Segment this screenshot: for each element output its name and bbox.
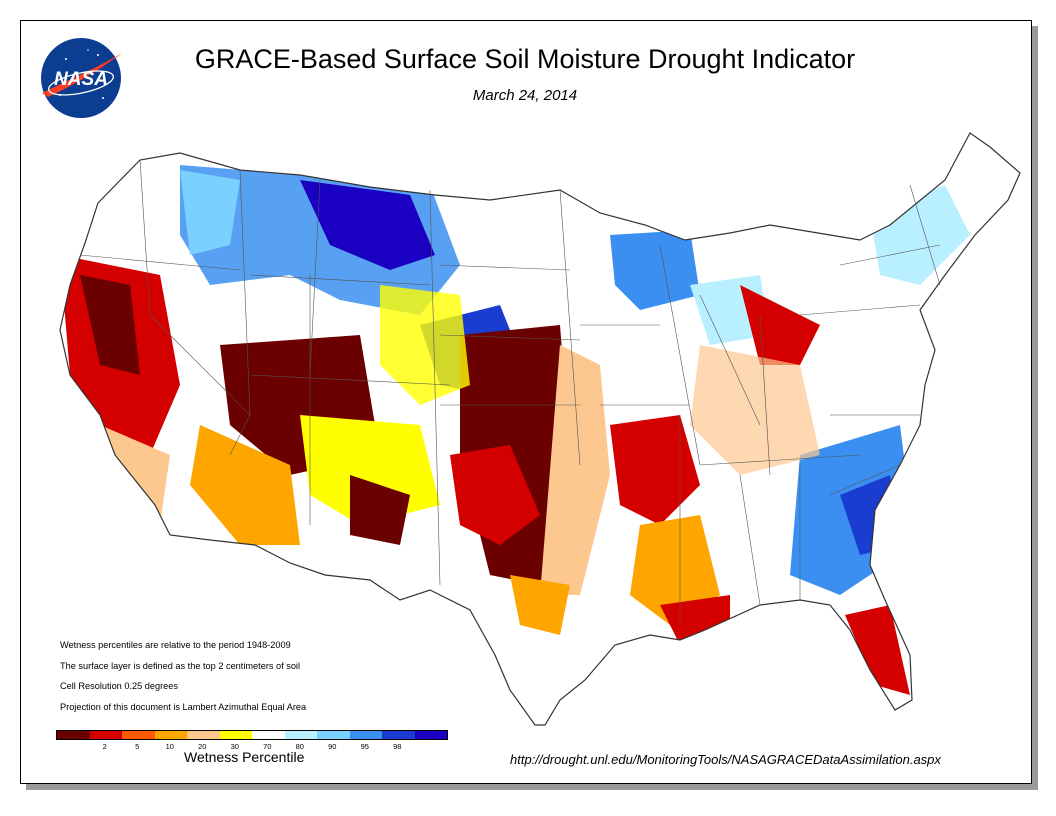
- legend-swatch: [154, 731, 187, 739]
- legend-swatch: [349, 731, 382, 739]
- nasa-logo-icon: NASA: [41, 38, 122, 118]
- map-date: March 24, 2014: [472, 87, 578, 104]
- legend-tick-label: 98: [393, 742, 402, 751]
- legend-swatch: [284, 731, 317, 739]
- legend-tick-label: 30: [230, 742, 239, 751]
- legend-swatch: [122, 731, 155, 739]
- legend-tick-label: 5: [135, 742, 140, 751]
- legend-swatch: [252, 731, 285, 739]
- note-cell-resolution: Cell Resolution 0.25 degrees: [60, 681, 178, 691]
- us-outline: [59, 132, 1021, 726]
- legend-tick-label: 2: [102, 742, 107, 751]
- legend-swatch: [317, 731, 350, 739]
- nasa-logo-text: NASA: [54, 69, 108, 90]
- legend-tick-label: 95: [360, 742, 369, 751]
- legend-swatch: [57, 731, 90, 739]
- legend-tick-label: 90: [328, 742, 337, 751]
- note-surface-layer: The surface layer is defined as the top …: [60, 660, 301, 671]
- legend-color-bar: [56, 730, 448, 740]
- note-percentile-period: Wetness percentiles are relative to the …: [60, 640, 291, 650]
- legend-title: Wetness Percentile: [184, 749, 305, 765]
- map-notes: Wetness percentiles are relative to the …: [60, 640, 306, 722]
- legend-swatch: [219, 731, 252, 739]
- legend-tick-label: 20: [198, 742, 207, 751]
- soil-moisture-map: [59, 132, 1021, 726]
- legend: 2 5 10 20 30 70 80 90 95 98 Wetness Percentile: [56, 730, 448, 765]
- legend-swatch: [89, 731, 122, 739]
- legend-swatch: [382, 731, 415, 739]
- legend-ticks: 2 5 10 20 30 70 80 90 95 98: [56, 740, 448, 752]
- legend-swatch: [187, 731, 220, 739]
- state-borders: [79, 159, 941, 625]
- map-title: GRACE-Based Surface Soil Moisture Drough…: [194, 44, 856, 74]
- legend-tick-label: 80: [295, 742, 304, 751]
- legend-swatch: [414, 731, 447, 739]
- legend-tick-label: 10: [165, 742, 174, 751]
- note-projection: Projection of this document is Lambert A…: [60, 701, 307, 712]
- legend-tick-label: 70: [263, 742, 272, 751]
- source-url[interactable]: http://drought.unl.edu/MonitoringTools/N…: [510, 752, 941, 767]
